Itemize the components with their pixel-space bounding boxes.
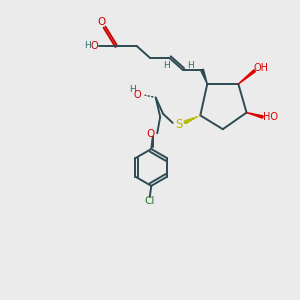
Text: HO: HO <box>263 112 278 122</box>
Text: O: O <box>90 41 98 51</box>
Text: H: H <box>163 61 170 70</box>
Text: Cl: Cl <box>145 196 155 206</box>
Text: O: O <box>134 90 141 100</box>
Text: H: H <box>84 41 91 50</box>
Text: H: H <box>187 61 194 70</box>
Polygon shape <box>247 112 263 118</box>
Polygon shape <box>238 70 256 84</box>
Text: OH: OH <box>254 63 269 73</box>
Text: O: O <box>98 17 106 27</box>
Text: O: O <box>146 129 155 139</box>
Text: S: S <box>175 118 182 131</box>
Text: H: H <box>129 85 136 94</box>
Polygon shape <box>201 69 207 84</box>
